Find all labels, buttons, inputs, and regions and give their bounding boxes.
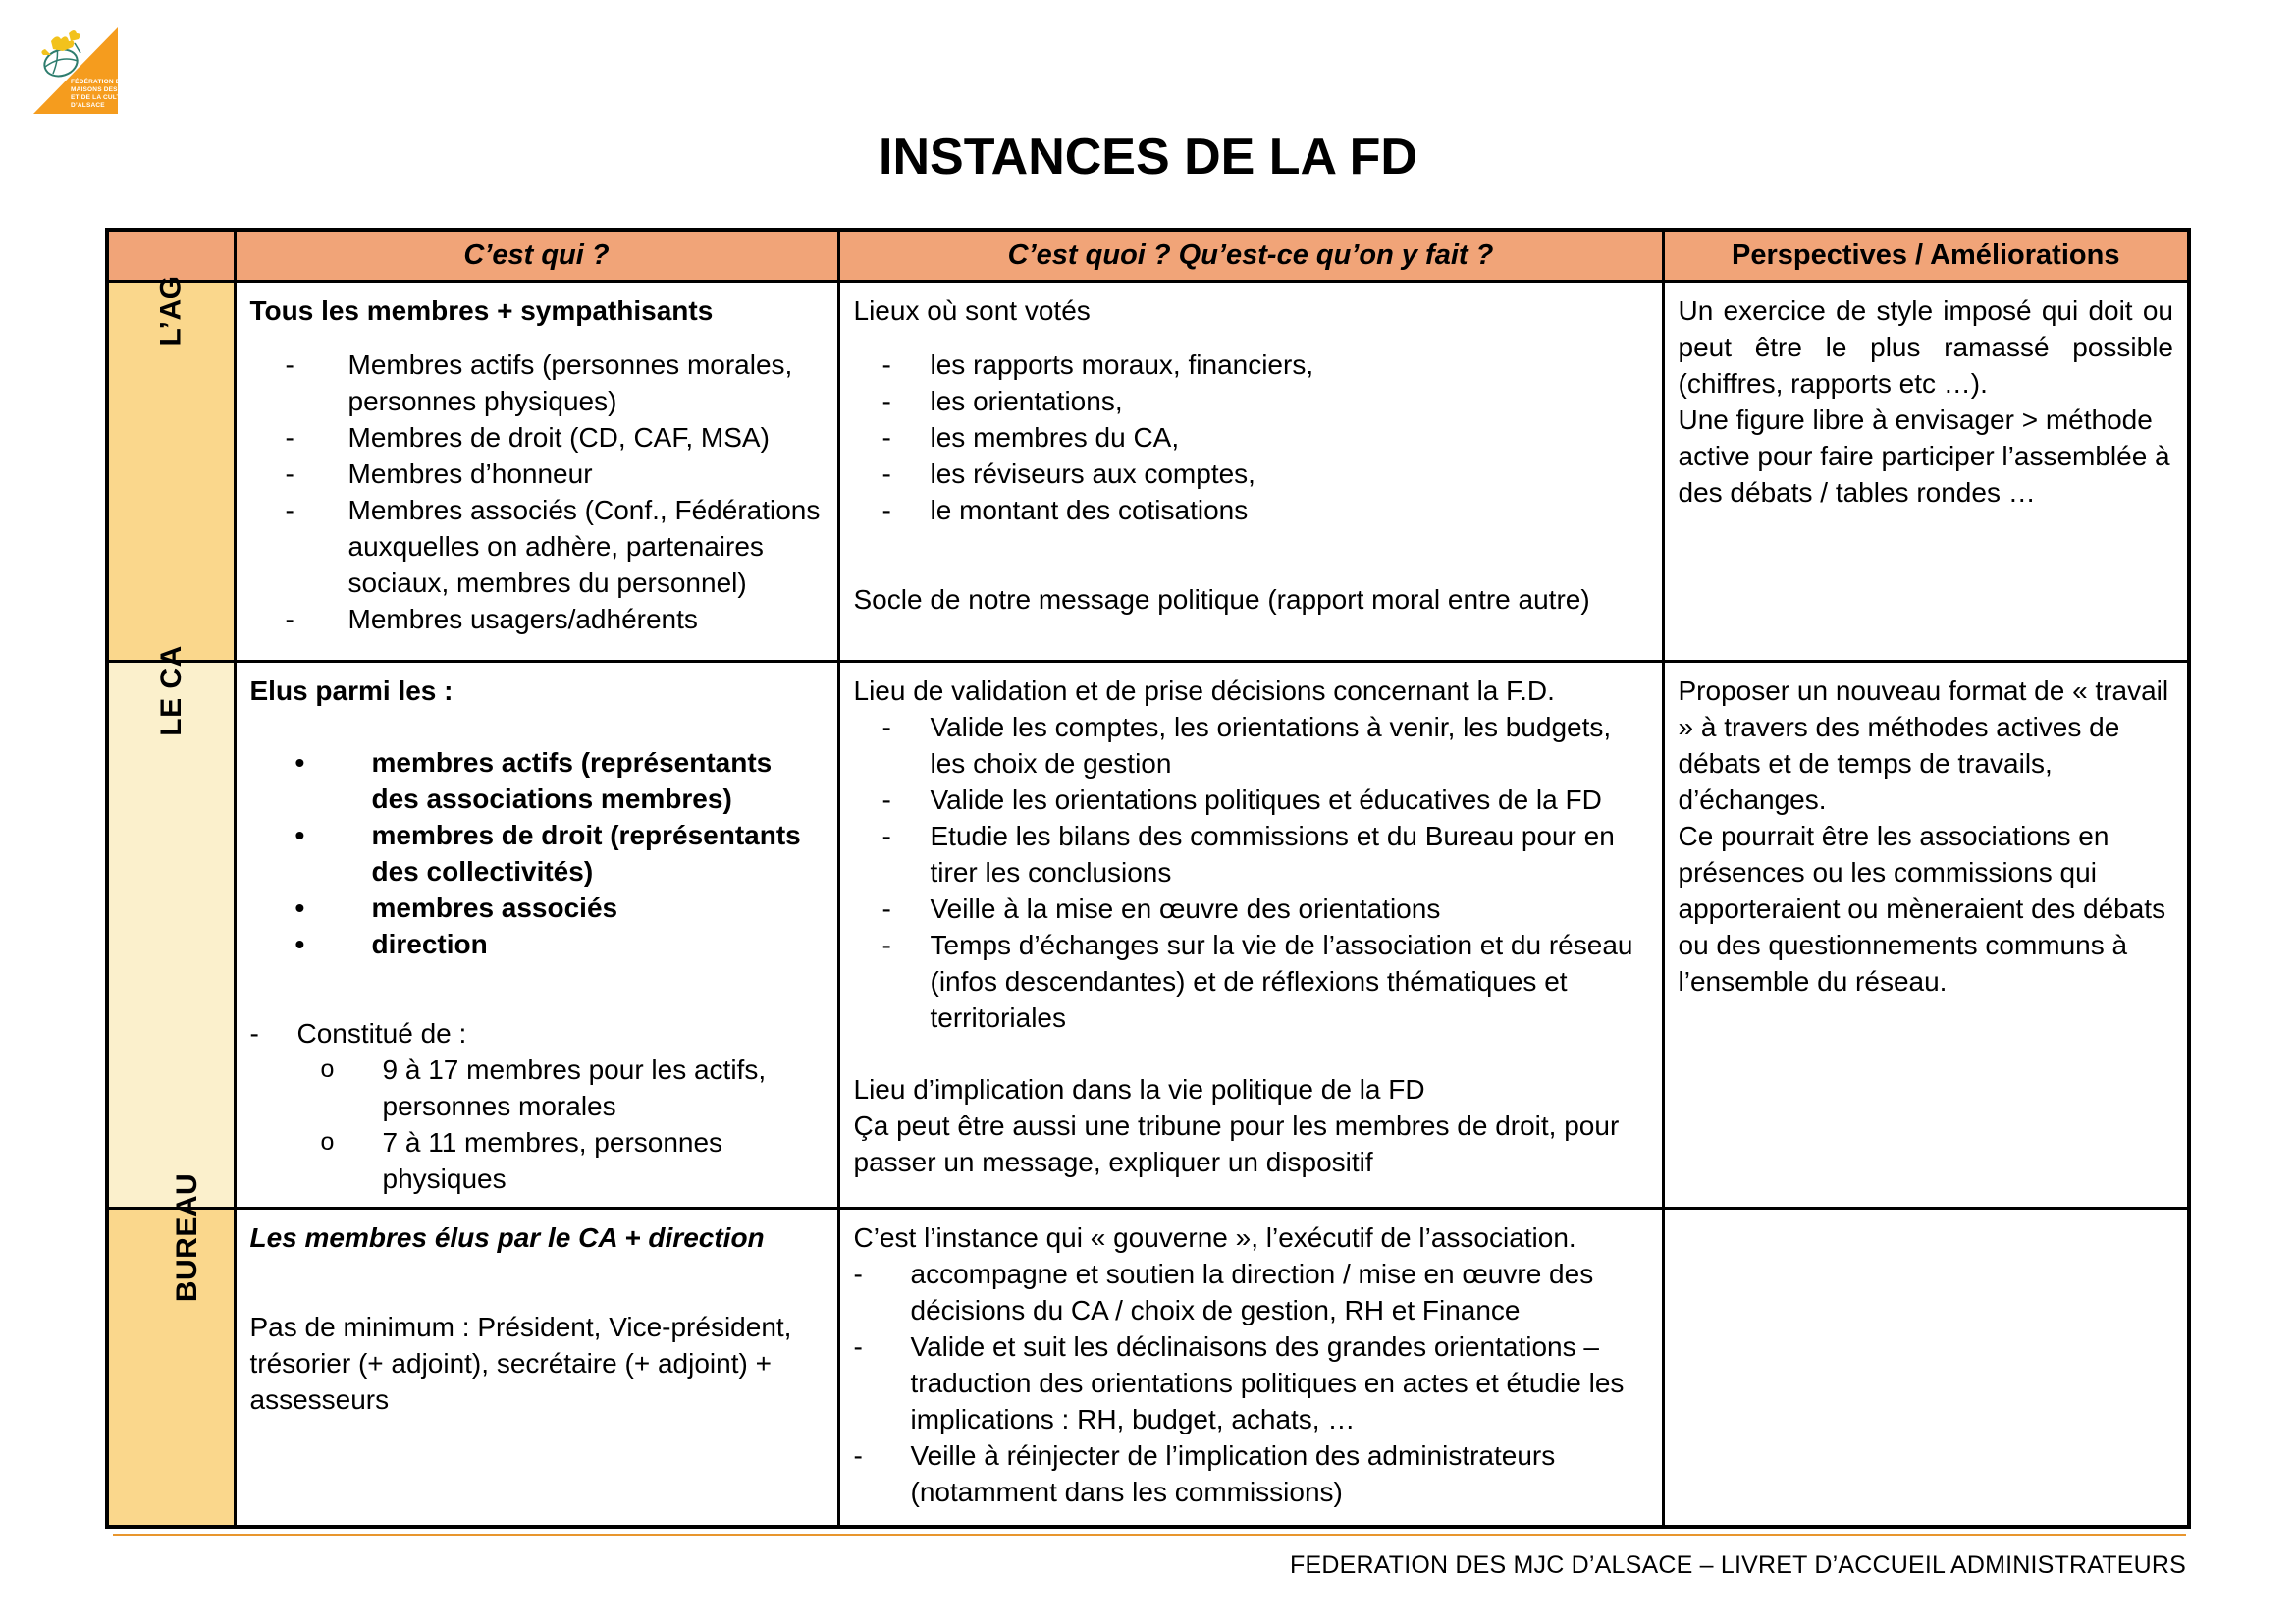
list-item: Veille à réinjecter de l’implication des…	[854, 1437, 1648, 1510]
header-who: C’est qui ?	[233, 228, 840, 283]
header-what: C’est quoi ? Qu’est-ce qu’on y fait ?	[836, 228, 1665, 283]
cell-bureau-who: Les membres élus par le CA + direction P…	[233, 1207, 840, 1528]
list-item: Membres usagers/adhérents	[250, 601, 824, 637]
row-label-text: BUREAU	[171, 1172, 204, 1303]
list-item: 7 à 11 membres, personnes physiques	[250, 1124, 824, 1197]
cell-bureau-perspectives	[1661, 1207, 2191, 1528]
list-item: Valide les comptes, les orientations à v…	[854, 709, 1648, 782]
logo-text-line: ET DE LA CULTURE	[71, 94, 134, 101]
header-corner-cell	[105, 228, 237, 283]
table-row-ag: L’AG Tous les membres + sympathisants Me…	[105, 275, 2191, 663]
logo-text-line: FÉDÉRATION DES	[71, 79, 130, 85]
row-label-text: LE CA	[154, 645, 187, 736]
table-row-ca: LE CA Elus parmi les : membres actifs (r…	[105, 645, 2191, 1210]
paragraph: Pas de minimum : Président, Vice-préside…	[249, 1312, 792, 1415]
list-item: les réviseurs aux comptes,	[854, 456, 1648, 492]
paragraph: Ce pourrait être les associations en pré…	[1678, 821, 2166, 997]
page-title: INSTANCES DE LA FD	[879, 129, 1417, 186]
federation-logo: FÉDÉRATION DES MAISONS DES JEUNES ET DE …	[29, 22, 146, 115]
list-item: membres de droit (représentants des coll…	[250, 817, 824, 890]
paragraph: Socle de notre message politique (rappor…	[853, 584, 1590, 615]
header-row: C’est qui ? C’est quoi ? Qu’est-ce qu’on…	[105, 228, 2191, 283]
instances-table: C’est qui ? C’est quoi ? Qu’est-ce qu’on…	[105, 228, 2191, 1529]
cell-ca-perspectives: Proposer un nouveau format de « travail …	[1661, 660, 2191, 1210]
list-item: le montant des cotisations	[854, 492, 1648, 528]
logo-text-line: D’ALSACE	[71, 102, 105, 109]
row-label-bureau: BUREAU	[105, 1173, 237, 1528]
list-item: Constitué de :	[250, 1015, 824, 1052]
list-item: Temps d’échanges sur la vie de l’associa…	[854, 927, 1648, 1036]
paragraph: Ça peut être aussi une tribune pour les …	[853, 1110, 1620, 1177]
list-item: Membres associés (Conf., Fédérations aux…	[250, 492, 824, 601]
cell-ca-who: Elus parmi les : membres actifs (représe…	[233, 660, 840, 1210]
flower-globe-icon	[41, 30, 81, 78]
list-item: Membres de droit (CD, CAF, MSA)	[250, 419, 824, 456]
paragraph: Un exercice de style imposé qui doit ou …	[1678, 296, 2174, 399]
page-footer: FEDERATION DES MJC D’ALSACE – LIVRET D’A…	[113, 1534, 2186, 1580]
list-item: 9 à 17 membres pour les actifs, personne…	[250, 1052, 824, 1124]
list-item: les membres du CA,	[854, 419, 1648, 456]
table-row-bureau: BUREAU Les membres élus par le CA + dire…	[105, 1173, 2191, 1528]
list-item: Veille à la mise en œuvre des orientatio…	[854, 891, 1648, 927]
list-item: direction	[250, 926, 824, 962]
list-item: accompagne et soutien la direction / mis…	[854, 1256, 1648, 1328]
cell-ag-who: Tous les membres + sympathisants Membres…	[233, 280, 840, 663]
list-item: Valide les orientations politiques et éd…	[854, 782, 1648, 818]
row-label-text: L’AG	[154, 275, 187, 347]
list-item: Valide et suit les déclinaisons des gran…	[854, 1328, 1648, 1437]
cell-bureau-what: C’est l’instance qui « gouverne », l’exé…	[836, 1207, 1665, 1528]
cell-ag-what: Lieux où sont votés les rapports moraux,…	[836, 280, 1665, 663]
footer-text: FEDERATION DES MJC D’ALSACE – LIVRET D’A…	[1289, 1551, 2186, 1579]
list-item: membres associés	[250, 890, 824, 926]
paragraph: Tous les membres + sympathisants	[249, 296, 714, 326]
list-item: Etudie les bilans des commissions et du …	[854, 818, 1648, 891]
list-item: Membres d’honneur	[250, 456, 824, 492]
list-item: les rapports moraux, financiers,	[854, 347, 1648, 383]
paragraph: Elus parmi les :	[249, 676, 454, 706]
logo-text: FÉDÉRATION DES MAISONS DES JEUNES ET DE …	[71, 79, 146, 110]
paragraph: Proposer un nouveau format de « travail …	[1678, 676, 2169, 815]
row-label-ca: LE CA	[105, 645, 237, 1210]
cell-ca-what: Lieu de validation et de prise décisions…	[836, 660, 1665, 1210]
list-item: Membres actifs (personnes morales, perso…	[250, 347, 824, 419]
logo-text-line: MAISONS DES JEUNES	[71, 86, 146, 93]
paragraph: Lieu de validation et de prise décisions…	[853, 676, 1555, 706]
paragraph: Les membres élus par le CA + direction	[249, 1222, 765, 1253]
paragraph: Lieux où sont votés	[853, 296, 1091, 326]
paragraph: Une figure libre à envisager > méthode a…	[1678, 405, 2170, 508]
list-item: les orientations,	[854, 383, 1648, 419]
list-item: membres actifs (représentants des associ…	[250, 744, 824, 817]
header-perspectives: Perspectives / Améliorations	[1661, 228, 2191, 283]
row-label-ag: L’AG	[105, 275, 237, 663]
paragraph: C’est l’instance qui « gouverne », l’exé…	[853, 1222, 1576, 1253]
cell-ag-perspectives: Un exercice de style imposé qui doit ou …	[1661, 280, 2191, 663]
paragraph: Lieu d’implication dans la vie politique…	[853, 1074, 1425, 1105]
